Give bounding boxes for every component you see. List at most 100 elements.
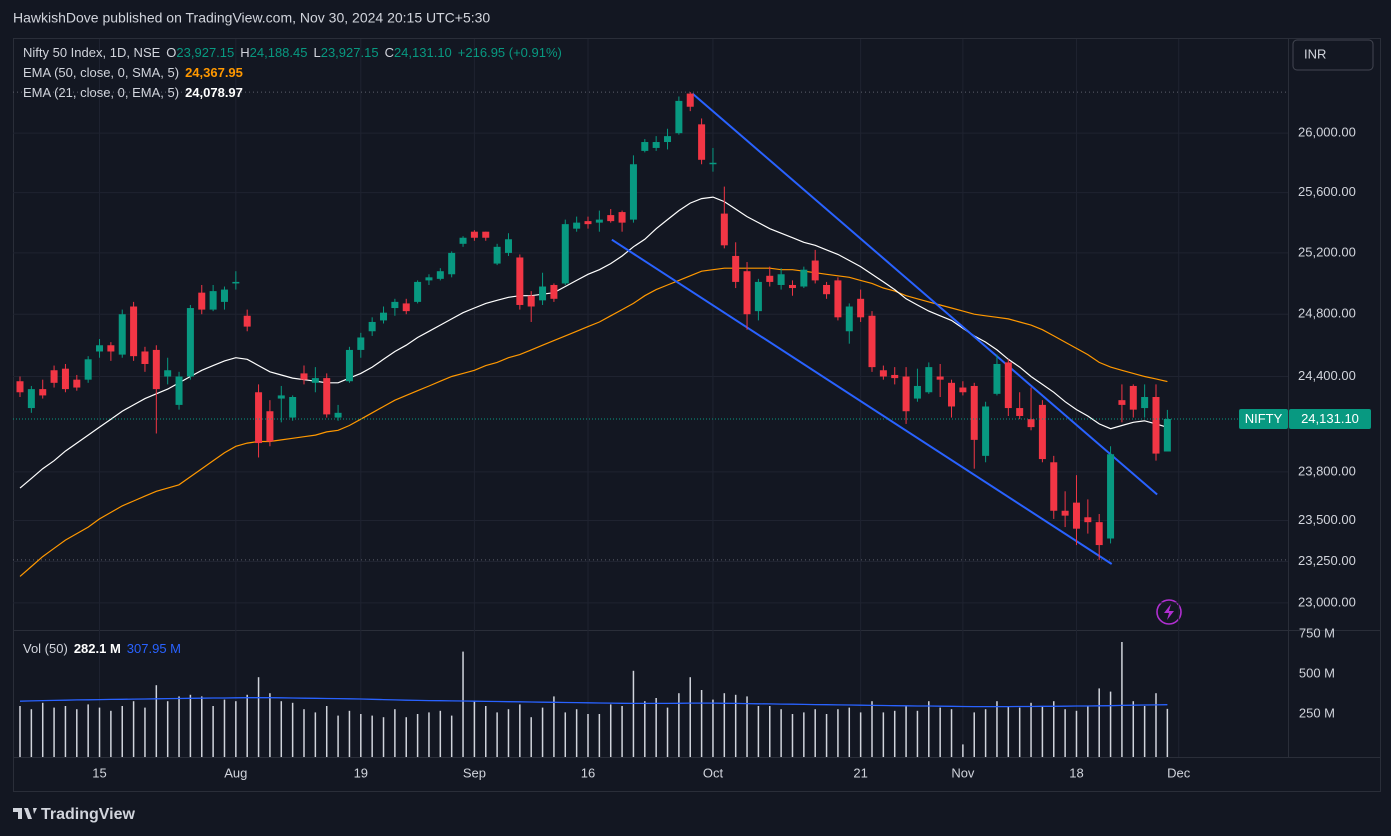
legend-change: +216.95 (+0.91%) (457, 45, 562, 60)
candle-body (1118, 400, 1126, 405)
candle-body (232, 281, 240, 284)
y-tick-label: 25,200.00 (1298, 244, 1356, 259)
footer-logo (13, 808, 37, 819)
volume-ma-value: 307.95 M (126, 641, 181, 656)
candle-body (561, 224, 569, 284)
candle-body (209, 291, 217, 310)
candle-body (777, 274, 785, 285)
volume-bar (405, 717, 407, 757)
candle-body (527, 295, 535, 307)
volume-bar (189, 694, 192, 757)
y-tick-label: 23,800.00 (1298, 463, 1356, 478)
volume-bar (950, 709, 953, 757)
candle-body (27, 389, 35, 409)
candle-body (504, 239, 512, 253)
candle-body (39, 389, 47, 396)
volume-bar (1041, 706, 1044, 757)
candle-body (1141, 396, 1149, 409)
volume-bar (1166, 708, 1169, 757)
candle-body (607, 215, 615, 222)
x-tick-label: Dec (1167, 765, 1191, 780)
volume-legend: Vol (50) 282.1 M 307.95 M (23, 639, 187, 659)
volume-bar (30, 709, 33, 757)
volume-bar (1143, 706, 1146, 757)
volume-bar (19, 706, 21, 757)
volume-bar (837, 709, 839, 757)
x-tick-label: 19 (354, 765, 368, 780)
legend-row: EMA (21, close, 0, EMA, 5) 24,078.97 (23, 83, 568, 103)
volume-bar (723, 693, 726, 757)
volume-value: 282.1 M (73, 641, 121, 656)
volume-bar (882, 712, 885, 757)
alert-circle[interactable] (1156, 599, 1182, 625)
volume-bar (314, 712, 317, 757)
volume-bar (928, 701, 930, 757)
legend: Nifty 50 Index, 1D, NSE O23,927.15 H24,188… (23, 43, 568, 103)
volume-bar (337, 715, 339, 757)
volume-bar (212, 706, 214, 757)
currency-button[interactable] (1292, 39, 1374, 71)
volume-bar (1007, 706, 1010, 757)
legend-key: C (384, 45, 394, 60)
volume-bar (780, 709, 782, 757)
candle-body (754, 281, 762, 312)
volume-bar (223, 699, 226, 757)
volume-ma-line (19, 697, 1168, 708)
candle-body (470, 231, 478, 238)
footer-brand: TradingView (41, 806, 136, 823)
currency-label[interactable]: INR (1304, 46, 1326, 61)
volume-bar (655, 698, 657, 757)
volume-bar (553, 696, 555, 757)
candle-body (482, 231, 490, 238)
candle-body (198, 292, 206, 310)
price-tag-label: 24,131.10 (1301, 411, 1359, 426)
candle-body (891, 374, 899, 379)
volume-bar (166, 701, 169, 757)
candle-body (118, 314, 126, 355)
volume-bar (1075, 710, 1078, 757)
volume-bar (1098, 688, 1100, 757)
candle-body (73, 379, 81, 388)
volume-bar (1121, 642, 1123, 757)
candle-body (1004, 362, 1012, 409)
candle-body (641, 142, 649, 151)
candle-body (618, 212, 626, 223)
volume-bar (632, 670, 635, 757)
volume-bar (382, 717, 385, 757)
candle-body (323, 378, 331, 415)
candle-body (868, 315, 876, 368)
symbol-tag (1239, 408, 1288, 429)
candle-body (357, 337, 365, 350)
volume-bar (1030, 702, 1032, 757)
candle-body (289, 396, 297, 418)
candle-body (1152, 396, 1160, 454)
y-tick-label: 23,250.00 (1298, 553, 1356, 568)
series-value: 24,078.97 (185, 85, 243, 100)
volume-bar (98, 707, 101, 757)
alert-bolt[interactable] (1164, 604, 1174, 620)
alert-icon[interactable] (1156, 599, 1182, 625)
candle-body (1163, 418, 1171, 452)
candle-body (675, 100, 683, 134)
volume-bar (416, 714, 419, 757)
symbol-tag-label: NIFTY (1245, 411, 1283, 426)
candle-body (1072, 502, 1080, 529)
legend-row: Nifty 50 Index, 1D, NSE O23,927.15 H24,188… (23, 43, 568, 63)
volume-bar (791, 714, 794, 757)
volume-bar (507, 709, 510, 757)
y-tick-label: 23,500.00 (1298, 512, 1356, 527)
candle-body (300, 373, 308, 380)
logo-mark (13, 808, 37, 819)
candle-body (368, 321, 376, 332)
chart-frame (13, 38, 1381, 792)
candle-body (652, 142, 660, 148)
candle-body (948, 382, 956, 407)
candle-body (959, 387, 967, 393)
candle-body (970, 385, 978, 440)
volume-bar (541, 707, 544, 757)
candle-body (800, 269, 808, 287)
candle-body (686, 93, 694, 107)
candle-body (845, 306, 853, 332)
volume-bar (1087, 706, 1089, 757)
volume-bar (64, 706, 67, 757)
